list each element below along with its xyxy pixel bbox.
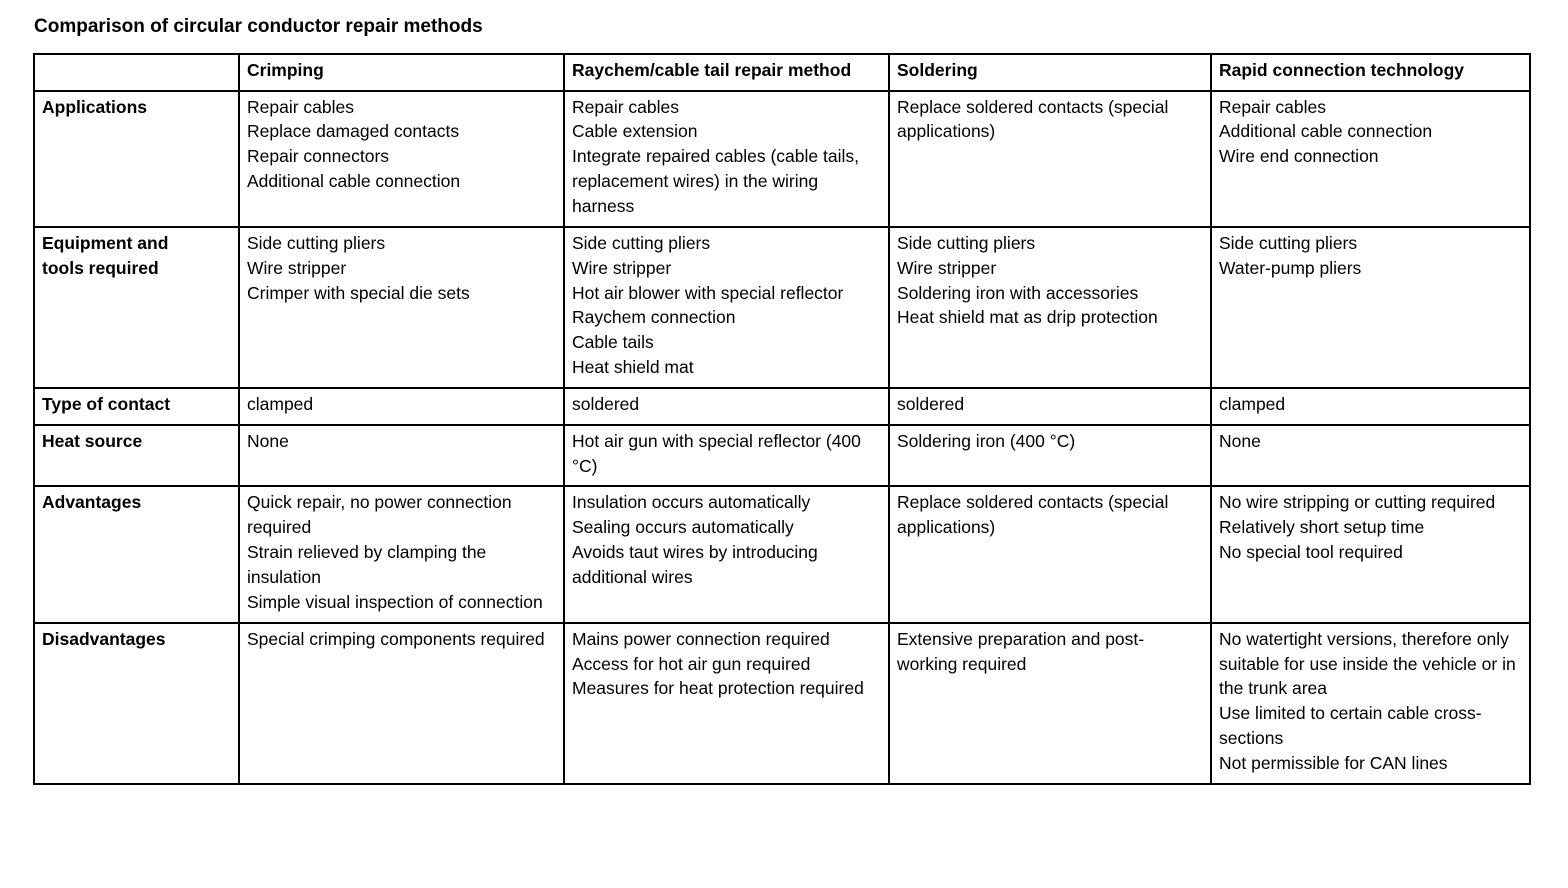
table-row-equipment: Equipment and tools required Side cuttin… [33, 225, 1531, 389]
cell-heat-raychem: Hot air gun with special reflector (400 … [563, 423, 890, 488]
cell-equipment-raychem: Side cutting pliers Wire stripper Hot ai… [563, 225, 890, 389]
cell-applications-crimping: Repair cables Replace damaged contacts R… [238, 89, 565, 228]
header-soldering: Soldering [888, 52, 1212, 92]
cell-equipment-soldering: Side cutting pliers Wire stripper Solder… [888, 225, 1212, 389]
row-label-equipment: Equipment and tools required [33, 225, 240, 389]
comparison-table: Crimping Raychem/cable tail repair metho… [33, 52, 1531, 785]
header-crimping: Crimping [238, 52, 565, 92]
cell-type-raychem: soldered [563, 386, 890, 426]
table-row-heat-source: Heat source None Hot air gun with specia… [33, 423, 1531, 488]
cell-disadvantages-crimping: Special crimping components required [238, 621, 565, 785]
table-row-advantages: Advantages Quick repair, no power connec… [33, 485, 1531, 624]
table-row-type-of-contact: Type of contact clamped soldered soldere… [33, 386, 1531, 426]
cell-heat-crimping: None [238, 423, 565, 488]
cell-type-soldering: soldered [888, 386, 1212, 426]
cell-equipment-crimping: Side cutting pliers Wire stripper Crimpe… [238, 225, 565, 389]
cell-applications-soldering: Replace soldered contacts (special appli… [888, 89, 1212, 228]
cell-disadvantages-rapid: No watertight versions, therefore only s… [1210, 621, 1531, 785]
cell-advantages-rapid: No wire stripping or cutting required Re… [1210, 485, 1531, 624]
cell-heat-soldering: Soldering iron (400 °C) [888, 423, 1212, 488]
page-title: Comparison of circular conductor repair … [34, 16, 483, 37]
row-label-disadvantages: Disadvantages [33, 621, 240, 785]
row-label-advantages: Advantages [33, 485, 240, 624]
cell-advantages-soldering: Replace soldered contacts (special appli… [888, 485, 1212, 624]
cell-advantages-raychem: Insulation occurs automatically Sealing … [563, 485, 890, 624]
cell-applications-rapid: Repair cables Additional cable connectio… [1210, 89, 1531, 228]
cell-disadvantages-soldering: Extensive preparation and post-working r… [888, 621, 1212, 785]
cell-applications-raychem: Repair cables Cable extension Integrate … [563, 89, 890, 228]
row-label-applications: Applications [33, 89, 240, 228]
row-label-heat-source: Heat source [33, 423, 240, 488]
cell-heat-rapid: None [1210, 423, 1531, 488]
cell-advantages-crimping: Quick repair, no power connection requir… [238, 485, 565, 624]
corner-cell [33, 52, 240, 92]
row-label-type-of-contact: Type of contact [33, 386, 240, 426]
cell-disadvantages-raychem: Mains power connection required Access f… [563, 621, 890, 785]
cell-equipment-rapid: Side cutting pliers Water-pump pliers [1210, 225, 1531, 389]
table-row-applications: Applications Repair cables Replace damag… [33, 89, 1531, 228]
header-rapid-connection: Rapid connection technology [1210, 52, 1531, 92]
table-row-disadvantages: Disadvantages Special crimping component… [33, 621, 1531, 785]
header-raychem: Raychem/cable tail repair method [563, 52, 890, 92]
cell-type-crimping: clamped [238, 386, 565, 426]
cell-type-rapid: clamped [1210, 386, 1531, 426]
header-row: Crimping Raychem/cable tail repair metho… [33, 52, 1531, 92]
